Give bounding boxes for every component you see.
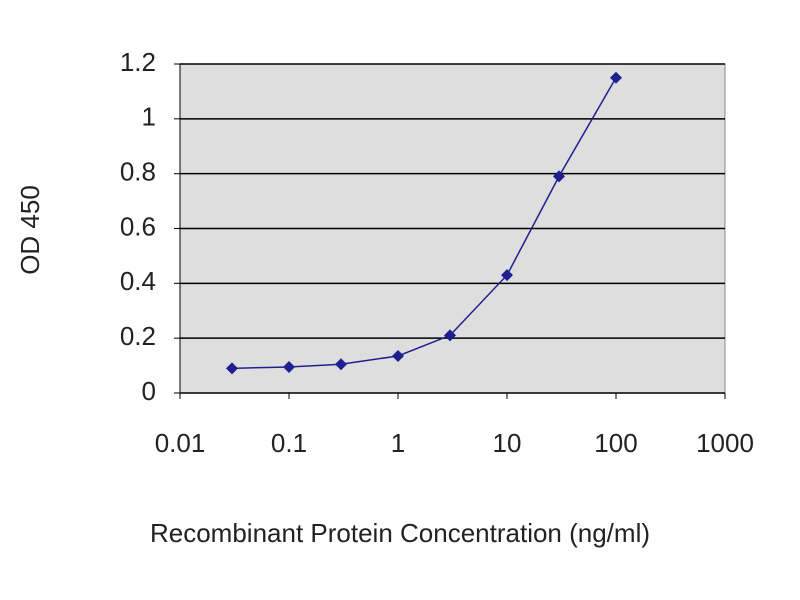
y-tick-label: 1.2 [120, 47, 156, 77]
data-point [283, 360, 295, 373]
series-line [231, 77, 617, 370]
x-tick-label: 1 [391, 428, 405, 458]
data-point [226, 362, 239, 375]
x-tick-label: 0.01 [155, 428, 206, 458]
x-axis-label: Recombinant Protein Concentration (ng/ml… [150, 518, 650, 548]
data-point [610, 71, 622, 84]
data-point [392, 349, 404, 362]
data-point [501, 269, 513, 282]
x-tick-label: 10 [493, 428, 522, 458]
data-point [335, 358, 348, 371]
x-tick-label: 1000 [696, 428, 754, 458]
y-tick-label: 0.4 [120, 266, 156, 296]
y-tick-label: 0.2 [120, 321, 156, 351]
y-tick-label: 0 [142, 376, 156, 406]
y-tick-label: 0.6 [120, 211, 156, 241]
data-point [553, 170, 566, 183]
y-tick-label: 0.8 [120, 157, 156, 187]
y-tick-label: 1 [142, 102, 156, 132]
y-axis-label: OD 450 [15, 185, 45, 275]
x-tick-label: 100 [594, 428, 637, 458]
data-point [444, 329, 457, 342]
x-tick-label: 0.1 [271, 428, 307, 458]
